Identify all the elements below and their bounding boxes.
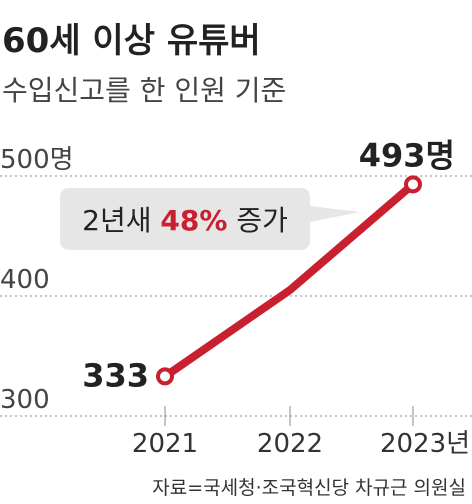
value-label: 493명 — [359, 136, 455, 174]
annotation-part: 48% — [160, 204, 227, 237]
chart-title: 60세 이상 유튜버 — [2, 21, 261, 61]
x-tick-label: 2023년 — [380, 429, 470, 459]
annotation: 2년새 48% 증가 — [60, 188, 360, 250]
x-tick-label: 2021 — [132, 429, 198, 459]
value-label: 333 — [82, 356, 149, 394]
annotation-part: 증가 — [227, 204, 287, 237]
y-tick-label: 300 — [0, 385, 50, 415]
annotation-part: 2년새 — [82, 204, 160, 237]
line — [162, 181, 416, 380]
point — [404, 175, 422, 194]
x-tick-label: 2022 — [257, 429, 323, 459]
chart-subtitle: 수입신고를 한 인원 기준 — [2, 74, 286, 107]
y-tick-label: 500명 — [0, 145, 74, 175]
y-tick-label: 400 — [0, 265, 50, 295]
annotation-box — [60, 188, 360, 250]
annotation-text: 2년새 48% 증가 — [82, 204, 288, 237]
point — [156, 367, 174, 386]
source: 자료=국세청·조국혁신당 차규근 의원실 — [152, 477, 466, 499]
